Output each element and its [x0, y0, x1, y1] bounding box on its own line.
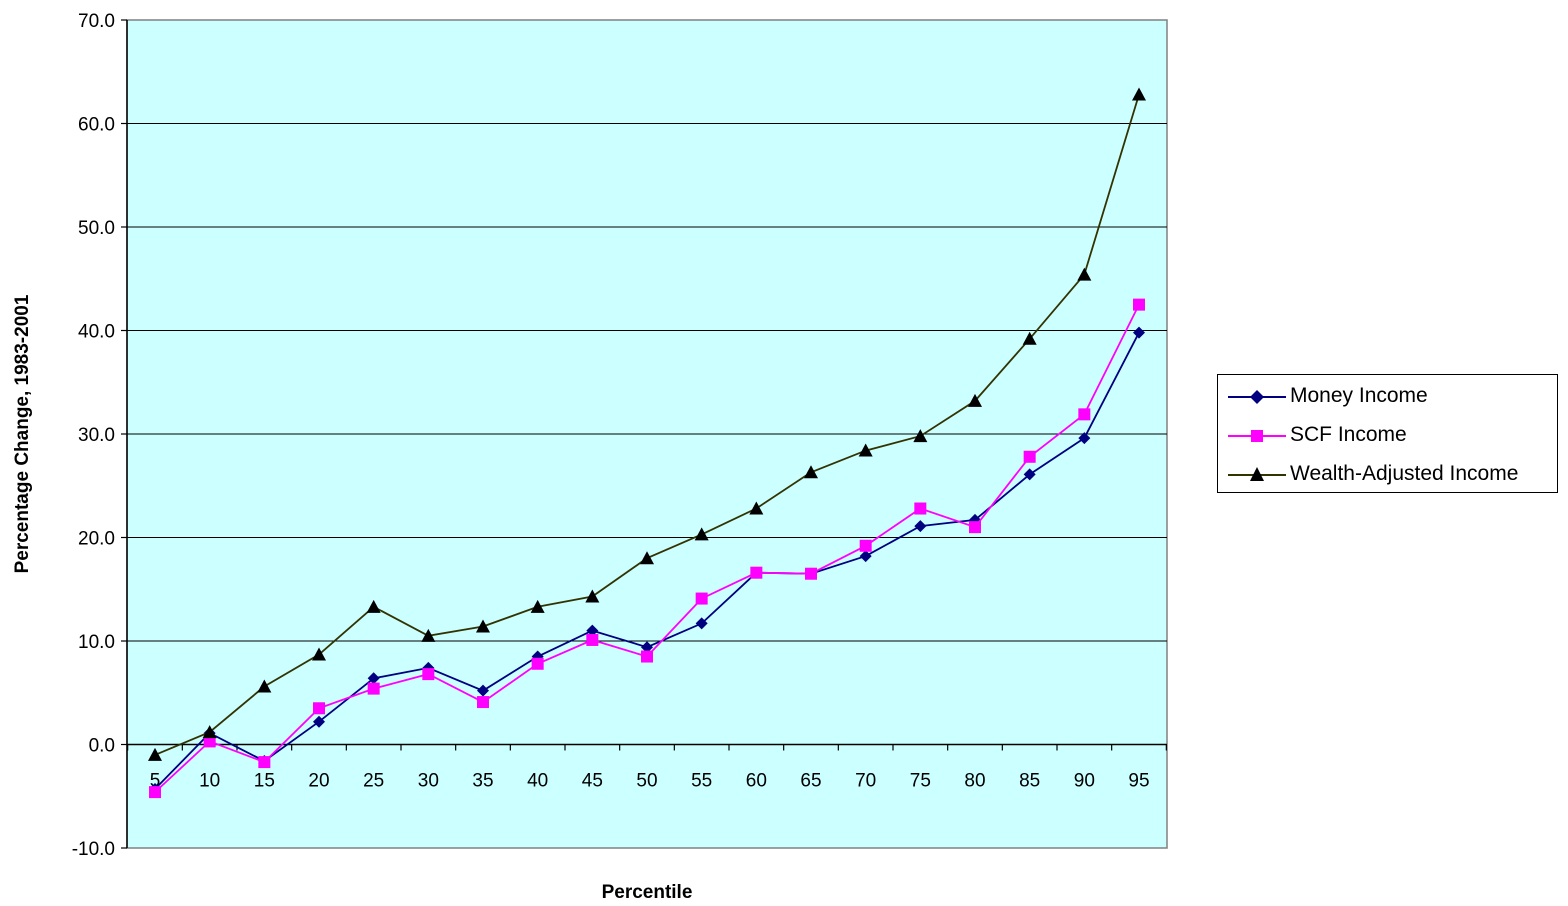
data-point — [586, 633, 599, 646]
series-group — [148, 87, 1146, 799]
data-point — [202, 725, 217, 739]
x-axis-title: Percentile — [602, 882, 693, 903]
data-point — [1132, 87, 1146, 101]
data-point — [1023, 468, 1036, 481]
x-tick-label: 70 — [855, 771, 876, 792]
x-tick-label: 95 — [1128, 771, 1149, 792]
x-tick-label: 65 — [800, 771, 821, 792]
data-point — [968, 393, 982, 407]
legend-marker-square-icon — [1228, 430, 1286, 442]
data-point — [858, 443, 873, 457]
x-tick-label: 10 — [199, 771, 220, 792]
y-tick-label: 50.0 — [78, 218, 115, 239]
data-point — [422, 668, 435, 681]
x-tick-label: 30 — [418, 771, 439, 792]
data-point — [914, 502, 927, 515]
legend-label: SCF Income — [1290, 423, 1407, 446]
x-tick-label: 75 — [910, 771, 931, 792]
legend-item-scf-income: SCF Income — [1218, 420, 1557, 450]
y-tick-label: 70.0 — [78, 11, 115, 32]
data-point — [641, 650, 653, 663]
data-point — [1078, 408, 1091, 421]
data-point — [367, 672, 380, 685]
data-point — [1133, 326, 1145, 339]
data-point — [641, 641, 653, 654]
x-tick-label: 35 — [472, 771, 493, 792]
data-point — [749, 501, 764, 515]
data-point — [203, 735, 216, 748]
data-point — [969, 521, 981, 534]
data-point — [367, 682, 380, 695]
y-tick-label: 30.0 — [78, 425, 115, 446]
data-point — [1022, 331, 1037, 345]
x-tick-label: 20 — [308, 771, 329, 792]
y-tick-label: 0.0 — [89, 736, 115, 757]
y-tick-label: 40.0 — [78, 322, 115, 343]
x-axis-ticks: 5 10 15 20 25 30 35 40 45 50 55 60 65 70 75 80 85 90 95 — [127, 744, 1167, 792]
x-tick-label: 15 — [254, 771, 275, 792]
data-point — [914, 520, 927, 533]
data-point — [421, 628, 436, 642]
data-point — [149, 786, 161, 799]
data-point — [312, 647, 326, 661]
data-point — [313, 715, 325, 728]
data-point — [859, 539, 872, 552]
x-tick-label: 60 — [746, 771, 767, 792]
series-wealth-adjusted-income — [148, 87, 1146, 761]
data-point — [585, 589, 600, 603]
legend-marker-triangle-icon — [1228, 467, 1286, 481]
data-point — [1078, 432, 1091, 445]
y-tick-label: 60.0 — [78, 115, 115, 136]
data-point — [476, 619, 490, 633]
data-point — [366, 599, 381, 613]
legend-label: Money Income — [1290, 384, 1428, 407]
x-tick-label: 40 — [527, 771, 548, 792]
legend-item-money-income: Money Income — [1218, 381, 1557, 411]
x-tick-label: 80 — [964, 771, 985, 792]
x-tick-label: 45 — [582, 771, 603, 792]
data-point — [750, 566, 763, 579]
data-point — [1023, 450, 1036, 463]
data-point — [257, 679, 272, 693]
x-tick-label: 50 — [636, 771, 657, 792]
data-point — [477, 684, 489, 697]
data-point — [1077, 267, 1092, 281]
x-tick-label: 85 — [1019, 771, 1040, 792]
data-point — [258, 756, 271, 769]
y-tick-label: 20.0 — [78, 529, 115, 550]
data-point — [913, 429, 928, 443]
data-point — [148, 747, 162, 761]
y-axis-ticks: -10.0 0.0 10.0 20.0 30.0 40.0 50.0 60.0 70.0 — [72, 11, 127, 860]
data-point — [313, 702, 325, 715]
x-tick-label: 90 — [1074, 771, 1095, 792]
legend-item-wealth-adjusted-income: Wealth-Adjusted Income — [1218, 459, 1557, 489]
data-point — [640, 551, 654, 565]
data-point — [1133, 298, 1145, 311]
x-tick-label: 55 — [691, 771, 712, 792]
data-point — [695, 592, 708, 605]
x-tick-label: 5 — [150, 771, 161, 792]
legend-marker-diamond-icon — [1228, 390, 1286, 404]
y-axis-title: Percentage Change, 1983-2001 — [12, 294, 33, 573]
y-tick-label: 10.0 — [78, 632, 115, 653]
data-point — [477, 696, 489, 709]
legend: Money Income SCF Income Wealth-Adjusted … — [1217, 374, 1558, 493]
data-point — [859, 550, 872, 563]
data-point — [805, 567, 817, 580]
y-tick-label: -10.0 — [72, 839, 115, 860]
data-point — [530, 599, 545, 613]
data-point — [531, 657, 544, 670]
data-point — [804, 465, 818, 479]
series-scf-income — [149, 298, 1145, 799]
x-tick-label: 25 — [363, 771, 384, 792]
legend-label: Wealth-Adjusted Income — [1290, 462, 1519, 485]
data-point — [586, 624, 599, 637]
data-point — [695, 617, 708, 630]
data-point — [694, 527, 709, 541]
